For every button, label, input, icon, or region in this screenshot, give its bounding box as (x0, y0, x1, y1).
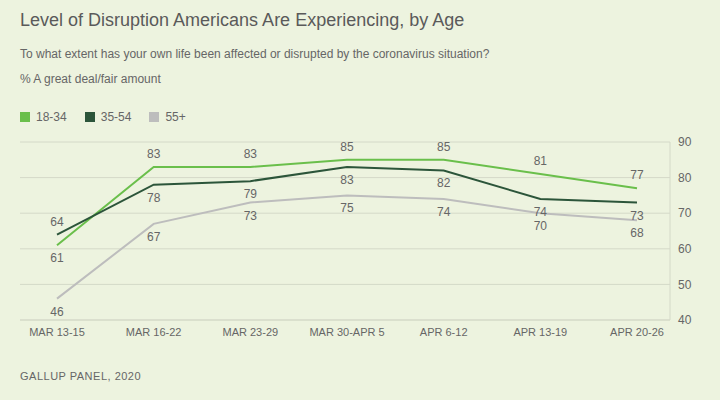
svg-text:81: 81 (534, 154, 548, 168)
svg-text:73: 73 (244, 209, 258, 223)
svg-text:90: 90 (678, 135, 692, 149)
svg-text:74: 74 (534, 205, 548, 219)
svg-text:46: 46 (50, 305, 64, 319)
html-text:GALLUP PANEL, 2020: GALLUP PANEL, 2020 (20, 370, 142, 382)
svg-text:80: 80 (678, 171, 692, 185)
html-text:55+: 55+ (165, 110, 186, 124)
svg-text:APR 13-19: APR 13-19 (513, 326, 567, 338)
svg-text:MAR 23-29: MAR 23-29 (223, 326, 279, 338)
svg-text:40: 40 (678, 313, 692, 327)
svg-text:MAR 16-22: MAR 16-22 (126, 326, 182, 338)
svg-text:85: 85 (340, 140, 354, 154)
svg-text:60: 60 (678, 242, 692, 256)
svg-text:MAR 30-APR 5: MAR 30-APR 5 (309, 326, 384, 338)
svg-text:61: 61 (50, 251, 64, 265)
svg-text:85: 85 (437, 140, 451, 154)
svg-text:APR 6-12: APR 6-12 (420, 326, 468, 338)
svg-text:74: 74 (437, 205, 451, 219)
svg-text:73: 73 (630, 209, 644, 223)
svg-text:MAR 13-15: MAR 13-15 (29, 326, 85, 338)
html-text:% A great deal/fair amount: % A great deal/fair amount (20, 72, 161, 86)
html-text:To what extent has your own li: To what extent has your own life been af… (20, 47, 490, 61)
svg-text:50: 50 (678, 278, 692, 292)
svg-text:77: 77 (630, 168, 644, 182)
html-text:Level of Disruption Americans: Level of Disruption Americans Are Experi… (20, 10, 465, 30)
svg-text:83: 83 (340, 173, 354, 187)
svg-text:83: 83 (147, 147, 161, 161)
svg-text:82: 82 (437, 176, 451, 190)
svg-text:70: 70 (678, 206, 692, 220)
svg-text:64: 64 (50, 215, 64, 229)
svg-text:79: 79 (244, 187, 258, 201)
svg-text:APR 20-26: APR 20-26 (610, 326, 664, 338)
svg-text:78: 78 (147, 191, 161, 205)
svg-text:70: 70 (534, 219, 548, 233)
html-text:35-54: 35-54 (100, 110, 132, 124)
svg-text:83: 83 (244, 147, 258, 161)
svg-text:75: 75 (340, 201, 354, 215)
svg-text:68: 68 (630, 226, 644, 240)
html-text:18-34: 18-34 (36, 110, 67, 124)
svg-text:67: 67 (147, 230, 161, 244)
